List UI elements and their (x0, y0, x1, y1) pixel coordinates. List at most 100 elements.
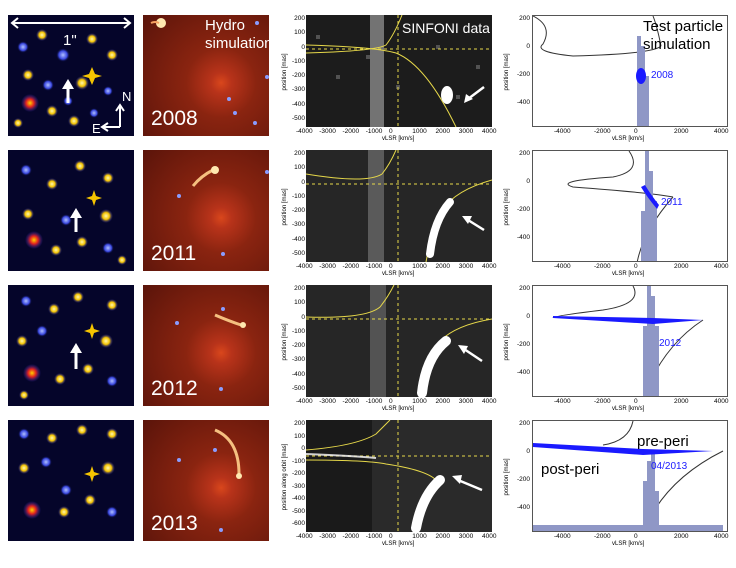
tp-x-tick-label: 0 (634, 533, 638, 540)
tp-y-tick-label: -200 (516, 476, 530, 483)
sgr-a-star-marker (84, 323, 100, 339)
pv-x-tick-label: -3000 (319, 533, 336, 540)
tp-y-tick-label: 200 (519, 285, 530, 292)
pv-x-tick-label: 2000 (435, 263, 450, 270)
sgr-a-star-marker (84, 466, 100, 482)
pv-x-tick-label: 4000 (482, 128, 497, 135)
tp-x-tick-label: 0 (634, 263, 638, 270)
pv-y-axis-label: position [mas] (282, 188, 288, 226)
pv-y-tick-label: -100 (291, 457, 305, 465)
particles (641, 185, 659, 209)
pv-x-tick-label: -1000 (365, 533, 383, 540)
orbit-curve (306, 420, 391, 451)
pv-image (306, 420, 492, 532)
pv-y-tick-label: -200 (291, 342, 305, 350)
particles (533, 443, 713, 455)
hydro-simulation-2013: 2013 (143, 420, 269, 541)
pv-x-tick-label: -1000 (365, 398, 383, 405)
tp-y-tick-label: 200 (519, 420, 530, 427)
pv-x-tick-label: 0 (389, 533, 393, 540)
star-field-image (16, 291, 118, 400)
hydro-image (175, 307, 246, 391)
pv-x-tick-label: 2000 (435, 398, 450, 405)
orbit-curve (306, 285, 395, 318)
pv-y-tick-label: -500 (291, 115, 305, 122)
arrow-icon (464, 86, 485, 103)
tp-y-tick-label: 200 (519, 15, 530, 22)
pv-diagram-2012 (306, 285, 492, 397)
pv-x-tick-label: -3000 (319, 263, 336, 270)
pv-diagram-2008: SINFONI data (306, 15, 492, 127)
pv-x-tick-label: 0 (389, 398, 393, 405)
tp-x-tick-label: 2000 (674, 398, 689, 405)
up-arrow-icon (62, 79, 74, 103)
tp-x-tick-label: -2000 (594, 398, 611, 405)
gas-cloud (156, 18, 166, 28)
pv-y-tick-label: -200 (291, 72, 305, 80)
pv-x-tick-label: 1000 (412, 128, 427, 135)
pv-x-tick-label: -2000 (342, 128, 360, 135)
pv-x-axis-label: vLSR [km/s] (382, 136, 415, 142)
tp-y-tick-label: 0 (526, 313, 530, 320)
tp-x-axis-label: vLSR [km/s] (612, 271, 645, 277)
tp-x-tick-label: 4000 (714, 128, 729, 135)
pv-x-tick-label: -4000 (296, 398, 313, 405)
star-field-image (18, 424, 118, 519)
pv-x-tick-label: -1000 (365, 128, 383, 135)
tp-x-axis-label: vLSR [km/s] (612, 541, 645, 547)
orbit-curve (306, 150, 397, 180)
pv-y-tick-label: 200 (294, 420, 305, 427)
pv-y-tick-label: 0 (301, 445, 305, 452)
tp-y-tick-label: 0 (526, 43, 530, 50)
gas-emission (411, 475, 445, 532)
hydro-image (177, 428, 242, 532)
pv-y-axis-label: position [mas] (282, 53, 288, 91)
year-label: 2008 (151, 107, 198, 130)
pv-diagram-2011 (306, 150, 492, 262)
pv-x-tick-label: 3000 (458, 398, 474, 405)
tp-epoch-label: 2008 (651, 70, 674, 81)
tp-column-label: Test particle simulation (643, 18, 724, 53)
tp-y-tick-label: -200 (516, 341, 530, 348)
pv-x-tick-label: 4000 (482, 263, 497, 270)
gas-cloud (191, 168, 214, 187)
hydro-image (177, 166, 269, 256)
pv-y-tick-label: -100 (291, 327, 305, 335)
up-arrow-icon (70, 208, 82, 232)
sgr-a-star-marker (82, 67, 102, 85)
pv-y-tick-label: 0 (301, 178, 305, 186)
star-field-2012 (8, 285, 134, 406)
tp-image (567, 151, 674, 261)
test-particle-plot-2011: 2011 (532, 150, 728, 262)
pv-x-axis-label: vLSR [km/s] (382, 271, 415, 277)
arrow-icon (462, 216, 485, 232)
star-field-image: 1" N E (10, 17, 132, 136)
star-field-2008: 1" N E (8, 15, 134, 136)
pv-y-tick-label: 100 (294, 29, 305, 37)
pv-diagram-2013 (306, 420, 492, 532)
tp-x-tick-label: -2000 (594, 533, 611, 540)
pv-y-tick-label: 100 (294, 164, 305, 172)
tp-epoch-label: 2011 (661, 197, 683, 208)
tp-x-tick-label: -2000 (594, 263, 611, 270)
pv-x-tick-label: 1000 (412, 263, 427, 270)
pv-x-tick-label: 3000 (458, 533, 474, 540)
pv-y-tick-label: 200 (294, 150, 305, 157)
tp-x-tick-label: 4000 (714, 263, 729, 270)
pv-y-axis-label: position along orbit [mas] (282, 443, 288, 511)
pv-y-tick-label: -300 (291, 86, 305, 94)
hydro-simulation-2008: Hydro simulation 2008 (143, 15, 269, 136)
tp-image (533, 16, 662, 126)
tp-x-tick-label: -2000 (594, 128, 611, 135)
tp-y-axis-label: position [mas] (504, 323, 510, 361)
tp-x-tick-label: -4000 (554, 533, 571, 540)
test-particle-plot-2012: 2012 (532, 285, 728, 397)
pv-y-tick-label: 0 (301, 43, 305, 51)
tp-y-tick-label: -400 (516, 504, 530, 511)
pv-x-tick-label: -3000 (319, 398, 336, 405)
post-peri-label: post-peri (541, 461, 600, 478)
tp-y-tick-label: -400 (516, 99, 530, 106)
pv-x-tick-label: -2000 (342, 533, 360, 540)
pv-x-tick-label: -4000 (296, 533, 313, 540)
pv-y-tick-label: -400 (291, 495, 305, 502)
